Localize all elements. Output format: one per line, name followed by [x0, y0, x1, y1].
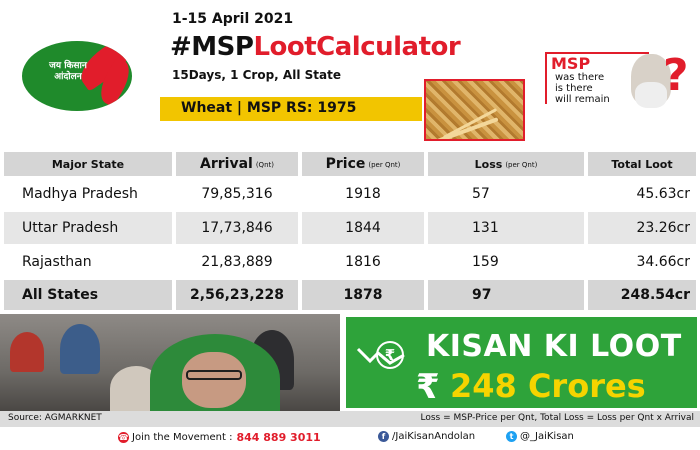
subtitle: 15Days, 1 Crop, All State — [172, 68, 341, 82]
hashtag-suffix: LootCalculator — [253, 32, 461, 62]
facebook-icon: f — [378, 431, 389, 442]
crop-msp-label: Wheat | MSP RS: 1975 — [181, 100, 357, 116]
cell-price: 1816 — [302, 246, 424, 278]
formula-text: Loss = MSP-Price per Qnt, Total Loss = L… — [420, 413, 694, 423]
header-arrival: Arrival (Qnt) — [176, 152, 298, 176]
cell-arrival: 21,83,889 — [176, 246, 298, 278]
cell-total: 45.63cr — [588, 178, 696, 210]
facebook-handle: f /JaiKisanAndolan — [378, 431, 475, 442]
cell-loss: 57 — [428, 178, 584, 210]
cell-state: Uttar Pradesh — [4, 212, 172, 244]
cell-state: All States — [4, 280, 172, 310]
phone-icon: ☎ — [118, 432, 129, 443]
wheat-stalk — [431, 117, 499, 139]
header-major-state: Major State — [4, 152, 172, 176]
cell-state: Madhya Pradesh — [4, 178, 172, 210]
table-row: Madhya Pradesh 79,85,316 1918 57 45.63cr — [0, 178, 700, 210]
banner-headline: KISAN KI LOOT — [426, 329, 682, 364]
source-text: Source: AGMARKNET — [8, 413, 102, 423]
rupee-coin-icon: ₹ — [376, 341, 404, 369]
twitter-text[interactable]: @_JaiKisan — [520, 431, 574, 442]
cell-price: 1844 — [302, 212, 424, 244]
cell-arrival: 2,56,23,228 — [176, 280, 298, 310]
header-price: Price (per Qnt) — [302, 152, 424, 176]
woman-face — [182, 352, 246, 408]
msp-frame — [545, 52, 649, 104]
cell-loss: 97 — [428, 280, 584, 310]
cell-price: 1918 — [302, 178, 424, 210]
cell-loss: 159 — [428, 246, 584, 278]
msp-line-3: will remain — [555, 94, 610, 105]
date-range: 1-15 April 2021 — [172, 11, 294, 27]
join-movement: ☎ Join the Movement : 844 889 3011 — [118, 431, 321, 444]
hashtag-title: #MSPLootCalculator — [170, 32, 461, 62]
protest-photo — [0, 314, 340, 411]
header-loss: Loss (per Qnt) — [428, 152, 584, 176]
question-mark: ? — [663, 50, 689, 101]
wheat-image — [424, 79, 525, 141]
logo-text: जय किसान आंदोलन — [49, 61, 87, 82]
cell-total: 248.54cr — [588, 280, 696, 310]
msp-line-1: was there — [555, 72, 605, 83]
table-header-row: Major State Arrival (Qnt) Price (per Qnt) … — [0, 152, 700, 176]
table-row: Uttar Pradesh 17,73,846 1844 131 23.26cr — [0, 212, 700, 244]
kisan-ki-loot-banner: ₹ KISAN KI LOOT ₹ 248 Crores — [343, 314, 700, 411]
cell-total: 34.66cr — [588, 246, 696, 278]
header-total-loot: Total Loot — [588, 152, 696, 176]
msp-line-2: is there — [555, 83, 593, 94]
loot-amount: 248 Crores — [450, 367, 646, 405]
crowd-figure — [10, 332, 44, 372]
cell-total: 23.26cr — [588, 212, 696, 244]
crop-msp-bar: Wheat | MSP RS: 1975 — [160, 97, 422, 121]
table-row: Rajasthan 21,83,889 1816 159 34.66cr — [0, 246, 700, 278]
cell-arrival: 17,73,846 — [176, 212, 298, 244]
facebook-text[interactable]: /JaiKisanAndolan — [392, 431, 476, 442]
footer: ☎ Join the Movement : 844 889 3011 f /Ja… — [0, 427, 700, 450]
phone-number[interactable]: 844 889 3011 — [236, 431, 321, 444]
hashtag-prefix: #MSP — [170, 32, 254, 62]
cell-price: 1878 — [302, 280, 424, 310]
cell-loss: 131 — [428, 212, 584, 244]
twitter-handle: t @_JaiKisan — [506, 431, 574, 442]
source-bar: Source: AGMARKNET Loss = MSP-Price per Q… — [0, 411, 700, 427]
rupee-symbol: ₹ — [416, 367, 440, 407]
crowd-figure — [60, 324, 100, 374]
jai-kisan-andolan-logo: जय किसान आंदोलन — [22, 41, 132, 111]
join-label: Join the Movement : — [132, 432, 233, 443]
twitter-icon: t — [506, 431, 517, 442]
cell-arrival: 79,85,316 — [176, 178, 298, 210]
glasses — [186, 370, 242, 380]
table-total-row: All States 2,56,23,228 1878 97 248.54cr — [0, 280, 700, 310]
msp-promise-graphic: MSP was there is there will remain ? — [545, 50, 695, 112]
cell-state: Rajasthan — [4, 246, 172, 278]
portrait-beard — [635, 82, 667, 108]
msp-title: MSP — [551, 54, 591, 73]
